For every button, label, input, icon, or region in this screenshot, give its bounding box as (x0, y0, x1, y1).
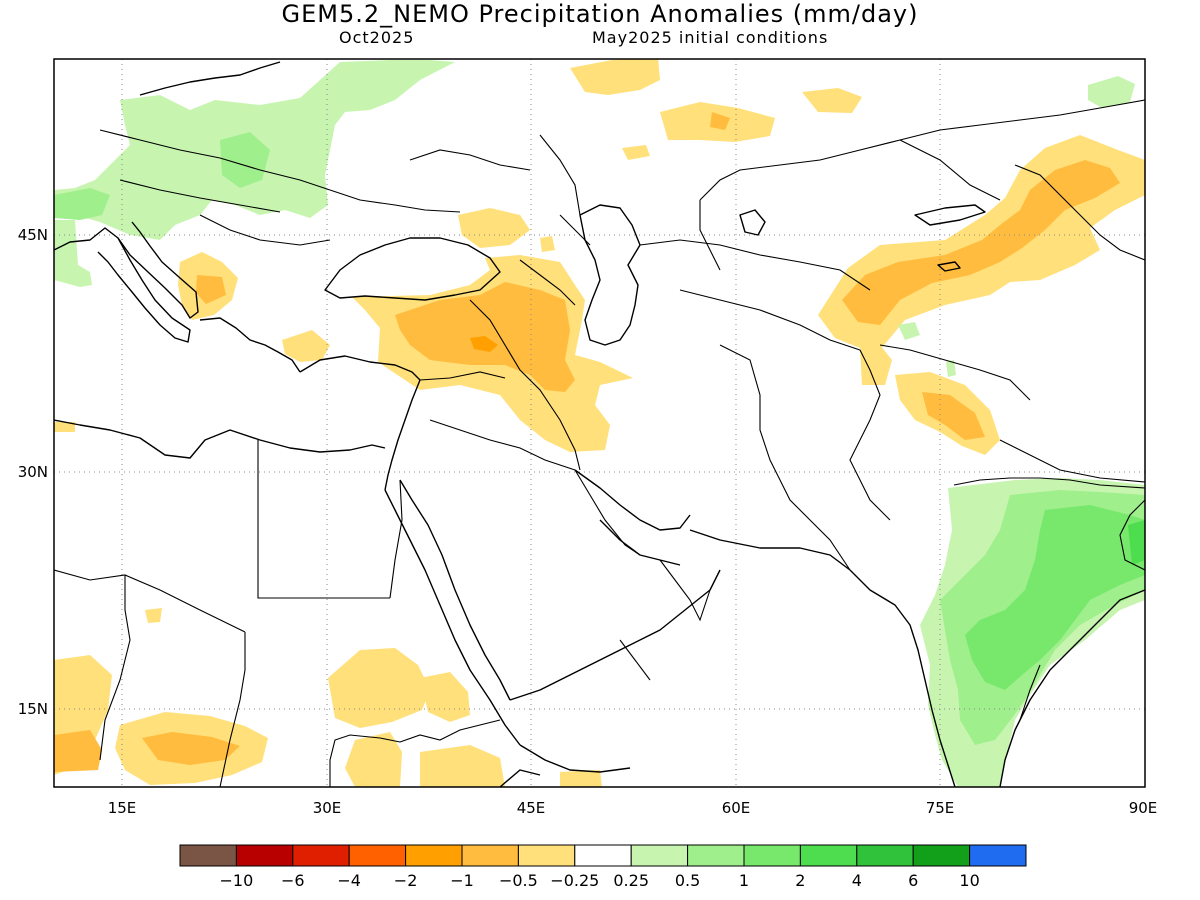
gulf-of-aden (519, 744, 631, 773)
latitude-ticks: 45N 30N 15N (18, 226, 48, 718)
arabia-west-coast (399, 479, 511, 701)
colorbar-swatch (179, 844, 237, 867)
colorbar-label: −4 (337, 871, 361, 890)
baltic-coast (139, 61, 281, 96)
colorbar-label: 2 (795, 871, 805, 890)
lon-tick: 75E (926, 799, 955, 817)
colorbar-swatch (405, 844, 463, 867)
iran-pakistan-coast (689, 529, 851, 571)
india-east-coast (999, 589, 1145, 787)
colorbar-swatch (235, 844, 294, 867)
colorbar-label: −2 (394, 871, 418, 890)
colorbar-swatch (687, 844, 745, 867)
black-sea-coast (324, 237, 501, 301)
lat-tick: 30N (18, 463, 48, 481)
north-africa-coast (54, 419, 386, 459)
colorbar-swatch (574, 844, 632, 867)
colorbar-swatch (799, 844, 858, 867)
colorbar-label: 4 (852, 871, 862, 890)
colorbar-label: −0.25 (550, 871, 599, 890)
dry-anomaly-central-asia-east (570, 59, 1145, 455)
graticule (54, 59, 1145, 787)
lon-tick: 60E (722, 799, 751, 817)
turkey-south-coast (299, 355, 421, 381)
lat-tick: 45N (18, 226, 48, 244)
lon-tick: 30E (313, 799, 342, 817)
colorbar-swatch (856, 844, 914, 867)
forecast-month: Oct2025 (339, 28, 415, 47)
map-title: GEM5.2_NEMO Precipitation Anomalies (mm/… (281, 0, 919, 28)
wet-anomaly-europe (54, 60, 1135, 377)
persian-gulf (574, 469, 691, 566)
colorbar-swatch (630, 844, 689, 867)
lon-tick: 90E (1129, 799, 1158, 817)
lat-tick: 15N (18, 700, 48, 718)
colorbar-label: 0.5 (675, 871, 700, 890)
colorbar-label: 10 (959, 871, 979, 890)
colorbar-label: 0.25 (613, 871, 649, 890)
colorbar-swatches (179, 844, 1027, 867)
aral-sea (739, 209, 766, 236)
colorbar-swatch (292, 844, 350, 867)
colorbar-swatch (461, 844, 519, 867)
colorbar-label: −0.5 (499, 871, 538, 890)
italy-coast (97, 237, 191, 343)
colorbar-labels: −10 −6 −4 −2 −1 −0.5 −0.25 0.25 0.5 1 2 4 6 10 (220, 871, 980, 890)
levant-coast (384, 379, 421, 491)
red-sea-west (384, 489, 521, 746)
colorbar-label: 6 (908, 871, 918, 890)
colorbar-swatch (912, 844, 971, 867)
colorbar-label: −10 (220, 871, 254, 890)
colorbar-swatch (348, 844, 407, 867)
longitude-ticks: 15E 30E 45E 60E 75E 90E (108, 799, 1158, 817)
lake-balkhash (914, 204, 986, 226)
colorbar-swatch (969, 844, 1027, 867)
india-west-coast (849, 569, 956, 787)
horn-of-africa (499, 769, 541, 787)
wet-anomaly-india (920, 478, 1145, 787)
country-borders (54, 99, 1145, 787)
lon-tick: 45E (517, 799, 546, 817)
colorbar-label: 1 (739, 871, 749, 890)
dry-anomaly-turkey-iraq (352, 208, 633, 452)
colorbar-label: −1 (450, 871, 474, 890)
dry-anomaly-balkans (54, 252, 330, 432)
initial-conditions: May2025 initial conditions (592, 28, 829, 47)
anomaly-fields (54, 59, 1145, 787)
colorbar: −10 −6 −4 −2 −1 −0.5 −0.25 0.25 0.5 1 2 4 6 10 (179, 844, 1027, 890)
lon-tick: 15E (108, 799, 137, 817)
dry-anomaly-sahel (54, 608, 602, 787)
lake-issyk-kul (937, 261, 961, 272)
arabia-south-coast (509, 569, 721, 701)
coastlines-and-borders (54, 61, 1145, 787)
map-frame (53, 58, 1146, 788)
colorbar-swatch (517, 844, 576, 867)
colorbar-label: −6 (281, 871, 305, 890)
colorbar-swatch (743, 844, 801, 867)
mediterranean-north-coast (54, 221, 301, 373)
caspian-sea (579, 204, 641, 346)
